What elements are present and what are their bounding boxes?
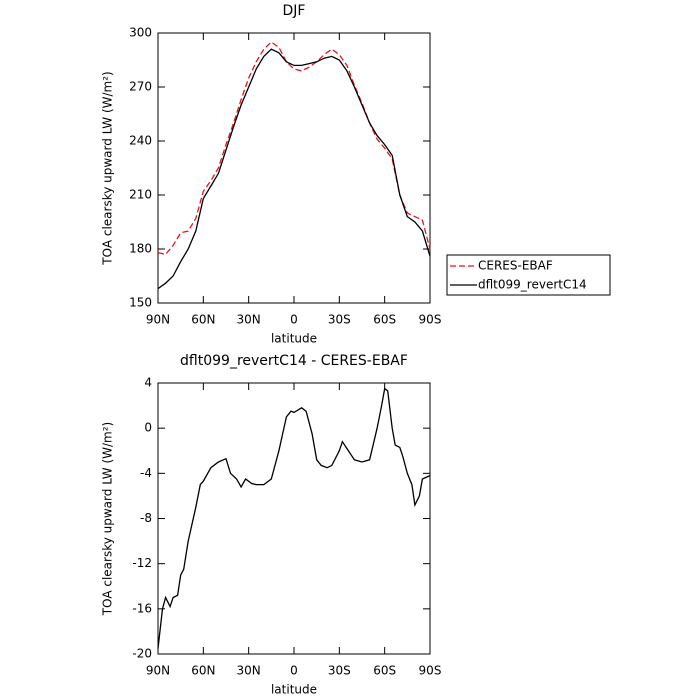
data-line — [157, 41, 431, 256]
y-tick-label: -16 — [132, 601, 152, 615]
y-tick-label: 240 — [129, 134, 152, 148]
x-tick-label: 90N — [146, 664, 170, 678]
data-line — [157, 387, 431, 649]
y-tick-label: 300 — [129, 26, 152, 40]
x-axis-label: latitude — [271, 332, 317, 346]
chart-title: dflt099_revertC14 - CERES-EBAF — [180, 353, 408, 369]
x-axis-label: latitude — [271, 683, 317, 697]
y-axis-label: TOA clearsky upward LW (W/m²) — [101, 71, 115, 265]
legend-box — [446, 254, 611, 296]
x-tick-label: 0 — [290, 664, 298, 678]
x-tick-label: 60S — [373, 664, 396, 678]
plot-frame — [157, 32, 431, 304]
x-tick-label: 60N — [191, 313, 215, 327]
x-tick-label: 60N — [191, 664, 215, 678]
y-tick-label: -8 — [140, 511, 152, 525]
chart-title: DJF — [283, 3, 306, 19]
x-tick-label: 90S — [419, 313, 442, 327]
x-tick-label: 90S — [419, 664, 442, 678]
x-tick-label: 90N — [146, 313, 170, 327]
y-tick-label: -20 — [132, 647, 152, 661]
y-tick-label: 210 — [129, 188, 152, 202]
x-tick-label: 0 — [290, 313, 298, 327]
data-line — [157, 48, 431, 290]
x-tick-label: 30N — [237, 313, 261, 327]
y-tick-label: 180 — [129, 242, 152, 256]
legend-label: dflt099_revertC14 — [478, 278, 587, 292]
y-axis-label: TOA clearsky upward LW (W/m²) — [101, 422, 115, 616]
legend-label: CERES-EBAF — [478, 259, 553, 273]
x-tick-label: 30S — [328, 664, 351, 678]
x-tick-label: 30S — [328, 313, 351, 327]
y-tick-label: 270 — [129, 80, 152, 94]
x-tick-label: 60S — [373, 313, 396, 327]
y-tick-label: 4 — [144, 376, 152, 390]
plot-frame — [157, 382, 431, 655]
y-tick-label: -12 — [132, 556, 152, 570]
y-tick-label: 150 — [129, 296, 152, 310]
x-tick-label: 30N — [237, 664, 261, 678]
y-tick-label: 0 — [144, 421, 152, 435]
y-tick-label: -4 — [140, 466, 152, 480]
